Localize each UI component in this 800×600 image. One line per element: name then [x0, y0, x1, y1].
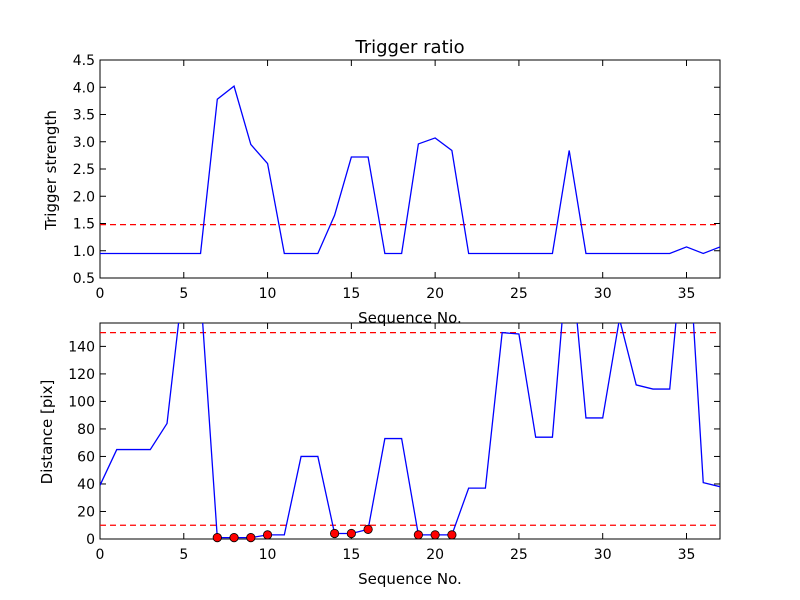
trigger-ratio-x-tick-label: 30	[594, 286, 612, 302]
distance-series-line	[100, 323, 720, 539]
trigger-ratio-x-tick-label: 5	[179, 286, 188, 302]
distance-y-tick-label: 100	[68, 394, 95, 410]
distance-y-tick-label: 140	[68, 339, 95, 355]
distance-marker-point	[447, 530, 457, 540]
distance-marker-point	[346, 528, 356, 539]
trigger-ratio-series-line	[100, 85, 720, 255]
trigger-ratio-x-tick-label: 10	[259, 286, 277, 302]
distance-marker-point	[262, 530, 273, 540]
trigger-ratio-x-tick-label: 35	[678, 286, 696, 302]
distance-marker-point	[246, 533, 256, 543]
distance-x-tick-label: 15	[342, 547, 360, 563]
distance-marker-point	[229, 533, 239, 543]
distance-chart: Sequence No. Distance [pix] 0 5 10 15 20 25 30…	[38, 322, 721, 588]
distance-axes-frame	[99, 322, 721, 540]
trigger-ratio-x-axis-label: Sequence No.	[358, 309, 462, 327]
trigger-ratio-y-tick-label: 4.0	[73, 80, 95, 96]
distance-plot-area	[100, 323, 720, 539]
trigger-ratio-ticks: 0 5 10 15 20 25 30 35 0.5 1.0 1.5 2.0 2.5 3.0 3.5 4.0 4.…	[73, 53, 721, 302]
distance-y-tick-label: 120	[68, 367, 95, 383]
distance-y-tick-label: 60	[77, 449, 95, 465]
trigger-ratio-x-tick-label: 25	[510, 286, 528, 302]
distance-y-tick-label: 80	[77, 422, 95, 438]
distance-marker-point	[329, 528, 340, 539]
trigger-ratio-y-tick-label: 1.0	[73, 244, 95, 260]
distance-ticks: 0 5 10 15 20 25 30 35 0 20 40 60 80 100 120 140	[68, 322, 721, 563]
distance-marker-point	[363, 524, 373, 534]
distance-marker-point	[212, 533, 222, 543]
trigger-ratio-y-tick-label: 0.5	[73, 271, 95, 287]
trigger-ratio-y-tick-label: 1.5	[73, 217, 95, 233]
trigger-ratio-y-axis-label: Trigger strength	[42, 110, 60, 231]
trigger-ratio-title: Trigger ratio	[354, 37, 464, 58]
trigger-ratio-chart: Trigger ratio Sequence No. Trigger stren…	[42, 37, 721, 327]
distance-x-tick-label: 20	[426, 547, 444, 563]
distance-y-tick-label: 0	[86, 532, 95, 548]
distance-x-tick-label: 30	[594, 547, 612, 563]
trigger-ratio-y-tick-label: 2.5	[73, 162, 95, 178]
distance-marks	[100, 323, 720, 543]
trigger-ratio-x-tick-label: 15	[342, 286, 360, 302]
distance-x-axis-label: Sequence No.	[358, 570, 462, 588]
trigger-ratio-y-tick-label: 2.0	[73, 189, 95, 205]
distance-x-tick-label: 0	[96, 547, 105, 563]
trigger-ratio-plot-area	[100, 85, 720, 255]
distance-marker-point	[430, 530, 440, 540]
distance-y-axis-label: Distance [pix]	[38, 380, 56, 485]
trigger-ratio-x-tick-label: 20	[426, 286, 444, 302]
distance-y-tick-label: 40	[77, 477, 95, 493]
distance-y-tick-label: 20	[77, 504, 95, 520]
distance-x-tick-label: 35	[678, 547, 696, 563]
trigger-ratio-y-tick-label: 3.0	[73, 135, 95, 151]
trigger-ratio-y-tick-label: 3.5	[73, 108, 95, 124]
trigger-ratio-y-tick-label: 4.5	[73, 53, 95, 69]
trigger-ratio-x-tick-label: 0	[96, 286, 105, 302]
distance-x-tick-label: 10	[259, 547, 277, 563]
distance-x-tick-label: 25	[510, 547, 528, 563]
distance-x-tick-label: 5	[179, 547, 188, 563]
distance-marker-point	[413, 530, 423, 540]
trigger-ratio-marks	[100, 85, 720, 255]
